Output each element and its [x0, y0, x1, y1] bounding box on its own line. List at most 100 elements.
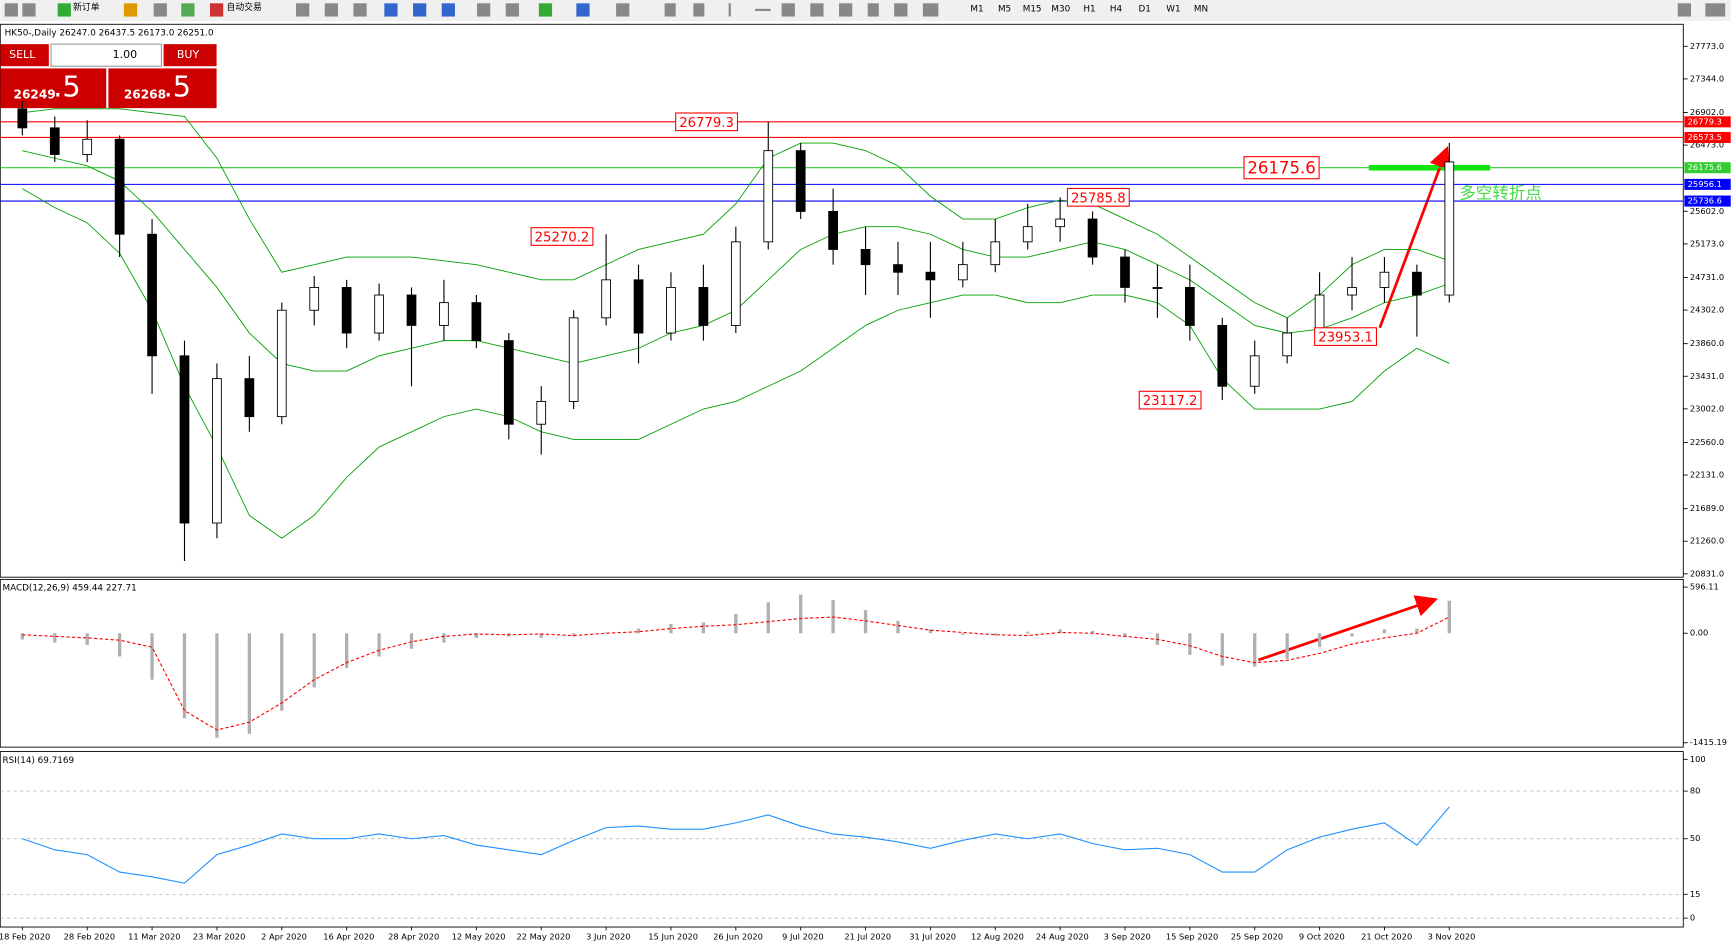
macd-bar — [409, 633, 414, 649]
x-tick-label: 21 Oct 2020 — [1361, 931, 1412, 941]
macd-bar — [53, 633, 57, 643]
y-tick-label: 26473.0 — [1690, 140, 1724, 150]
y-tick-label: 26902.0 — [1690, 107, 1724, 117]
macd-title: MACD(12,26,9) 459.44 227.71 — [2, 584, 136, 594]
icon[interactable] — [384, 3, 398, 17]
timeframe-button[interactable]: M15 — [1023, 4, 1042, 14]
icon[interactable] — [505, 3, 519, 17]
y-tick-label: 15 — [1690, 889, 1701, 899]
timeframe-button[interactable]: M5 — [998, 4, 1011, 14]
y-tick-label: 24302.0 — [1690, 305, 1724, 315]
candle-body — [179, 355, 190, 524]
icon[interactable] — [867, 3, 879, 17]
macd-bar — [896, 620, 900, 634]
icon[interactable] — [441, 3, 455, 17]
level-tag — [1684, 195, 1731, 207]
y-tick-label: 22131.0 — [1690, 470, 1724, 480]
timeframe-button[interactable]: M30 — [1051, 4, 1070, 14]
icon[interactable] — [22, 3, 36, 17]
macd-bar — [863, 610, 868, 634]
ask-small: .5 — [164, 69, 191, 103]
icon[interactable] — [209, 3, 224, 17]
icon[interactable] — [123, 3, 138, 17]
buy-label: BUY — [177, 48, 200, 61]
icon[interactable] — [576, 3, 590, 17]
icon[interactable] — [538, 3, 553, 17]
y-tick-label: 50 — [1690, 833, 1701, 843]
toolbar-button[interactable]: 自动交易 — [227, 1, 262, 13]
macd-bar — [1188, 633, 1192, 655]
rsi-line — [22, 806, 1450, 884]
x-tick-label: 15 Jun 2020 — [648, 931, 698, 941]
icon[interactable] — [810, 3, 824, 17]
icon[interactable] — [353, 3, 367, 17]
sell-price[interactable] — [0, 68, 107, 109]
candle-body — [1282, 332, 1293, 357]
y-tick-label: 25602.0 — [1690, 206, 1724, 216]
candle-body — [1087, 218, 1098, 258]
icon[interactable] — [839, 3, 853, 17]
icon[interactable] — [477, 3, 491, 17]
timeframe-button[interactable]: H1 — [1083, 4, 1095, 14]
x-tick-label: 2 Apr 2020 — [261, 931, 307, 941]
toolbar-button[interactable]: 新订单 — [73, 1, 100, 13]
icon[interactable] — [4, 3, 18, 17]
icon[interactable] — [181, 3, 195, 17]
macd-bar — [312, 633, 316, 688]
sell-button[interactable] — [0, 44, 49, 67]
candle-body — [1217, 324, 1228, 387]
macd-bar — [85, 633, 89, 645]
x-tick-label: 22 May 2020 — [516, 931, 570, 941]
buy-button[interactable] — [163, 44, 217, 67]
icon[interactable] — [894, 3, 908, 17]
macd-bar — [928, 629, 933, 634]
trade-panel: SELL 1.00 BUY 26249 .5 26268 .5 — [0, 43, 217, 109]
icon[interactable] — [413, 3, 427, 17]
price-annotation-box — [675, 112, 739, 132]
timeframe-button[interactable]: M1 — [970, 4, 983, 14]
candle-body — [666, 286, 676, 334]
icon[interactable] — [57, 3, 71, 17]
price-annotation-box — [530, 227, 594, 246]
icon[interactable] — [324, 3, 338, 17]
icon[interactable] — [664, 3, 676, 17]
timeframe-button[interactable]: W1 — [1166, 4, 1180, 14]
x-tick-label: 28 Feb 2020 — [64, 931, 115, 941]
lot-field[interactable] — [50, 43, 162, 67]
macd-bar — [280, 633, 284, 711]
buy-price[interactable] — [108, 68, 217, 109]
icon[interactable] — [296, 3, 310, 17]
macd-bar — [1220, 633, 1224, 666]
rsi-panel — [0, 751, 1684, 928]
icon[interactable] — [728, 3, 731, 17]
icon[interactable] — [1705, 3, 1726, 17]
icon[interactable] — [781, 3, 795, 17]
candle-body — [698, 286, 709, 326]
x-tick-label: 9 Jul 2020 — [782, 931, 824, 941]
y-tick-label: 25173.0 — [1690, 238, 1724, 248]
candle-body — [1185, 286, 1195, 326]
x-tick-label: 3 Nov 2020 — [1428, 931, 1476, 941]
macd-bar — [442, 633, 446, 643]
x-tick-label: 3 Sep 2020 — [1104, 931, 1151, 941]
price-annotation-box — [1314, 327, 1378, 346]
candle-body — [147, 233, 157, 357]
y-tick-label: 22560.0 — [1690, 437, 1724, 447]
timeframe-button[interactable]: H4 — [1110, 4, 1123, 14]
price-annotation: 25270.2 — [535, 231, 590, 246]
timeframe-button[interactable]: D1 — [1139, 4, 1151, 14]
icon[interactable] — [616, 3, 630, 17]
candle-body — [957, 264, 968, 281]
macd-bar — [182, 633, 187, 719]
bid-big: 26249 — [14, 87, 56, 101]
x-tick-label: 3 Jun 2020 — [586, 931, 630, 941]
icon[interactable] — [1677, 3, 1691, 17]
icon[interactable] — [922, 3, 939, 17]
timeframe-button[interactable]: MN — [1194, 4, 1208, 14]
icon[interactable] — [153, 3, 167, 17]
candle-body — [925, 271, 936, 281]
icon[interactable] — [755, 8, 771, 12]
macd-bar — [1026, 631, 1030, 634]
icon[interactable] — [693, 3, 705, 17]
